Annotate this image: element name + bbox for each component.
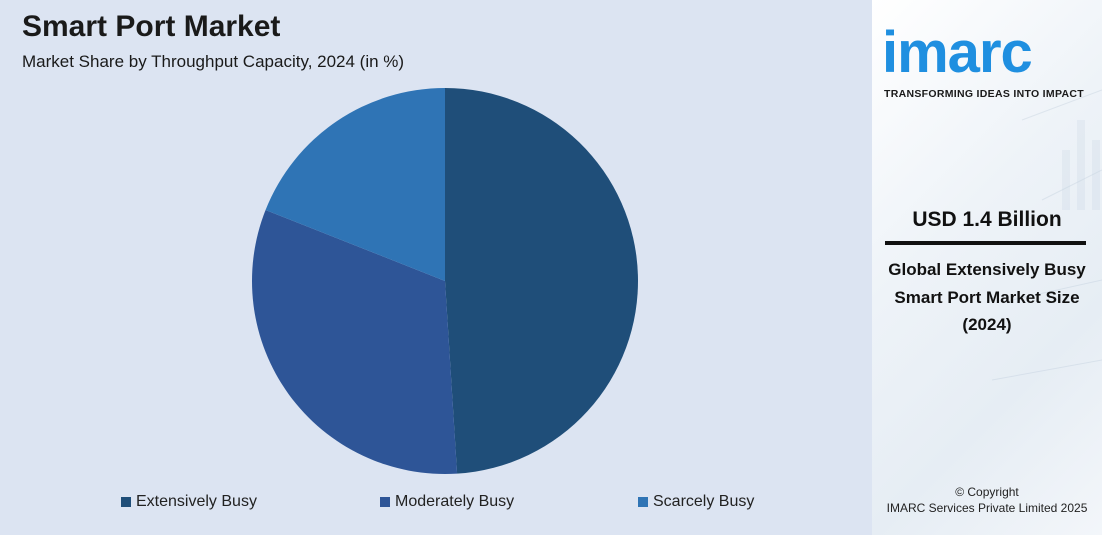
copyright-company: IMARC Services Private Limited 2025 [886, 501, 1088, 515]
divider [885, 241, 1086, 245]
info-panel: imarc TRANSFORMING IDEAS INTO IMPACT USD… [872, 0, 1102, 535]
copyright-line: © Copyright [955, 485, 1019, 499]
pie-slice-scarcely-busy [265, 88, 445, 281]
background-decoration [991, 89, 1102, 381]
pie-chart [251, 88, 638, 475]
legend-swatch [638, 497, 648, 507]
legend-item-moderately-busy: Moderately Busy [380, 493, 514, 511]
chart-panel: Smart Port Market Market Share by Throug… [0, 0, 872, 535]
chart-subtitle: Market Share by Throughput Capacity, 202… [22, 52, 405, 71]
legend-label: Moderately Busy [395, 493, 515, 510]
legend: Extensively Busy Moderately Busy Scarcel… [0, 493, 872, 515]
legend-item-extensively-busy: Extensively Busy [121, 493, 257, 511]
legend-label: Scarcely Busy [653, 493, 755, 510]
market-size-description: Global Extensively Busy Smart Port Marke… [888, 260, 1086, 334]
brand-tagline: TRANSFORMING IDEAS INTO IMPACT [884, 88, 1084, 100]
chart-title: Smart Port Market [22, 10, 281, 43]
pie-slice-moderately-busy [251, 209, 458, 475]
pie-slice-extensively-busy [445, 88, 638, 474]
logo-text: imarc [882, 20, 1033, 85]
imarc-logo: imarc [882, 18, 1094, 88]
market-size-value: USD 1.4 Billion [912, 208, 1062, 231]
legend-item-scarcely-busy: Scarcely Busy [638, 493, 754, 511]
legend-label: Extensively Busy [136, 493, 257, 510]
copyright: © Copyright IMARC Services Private Limit… [872, 484, 1102, 516]
legend-swatch [380, 497, 390, 507]
legend-swatch [121, 497, 131, 507]
